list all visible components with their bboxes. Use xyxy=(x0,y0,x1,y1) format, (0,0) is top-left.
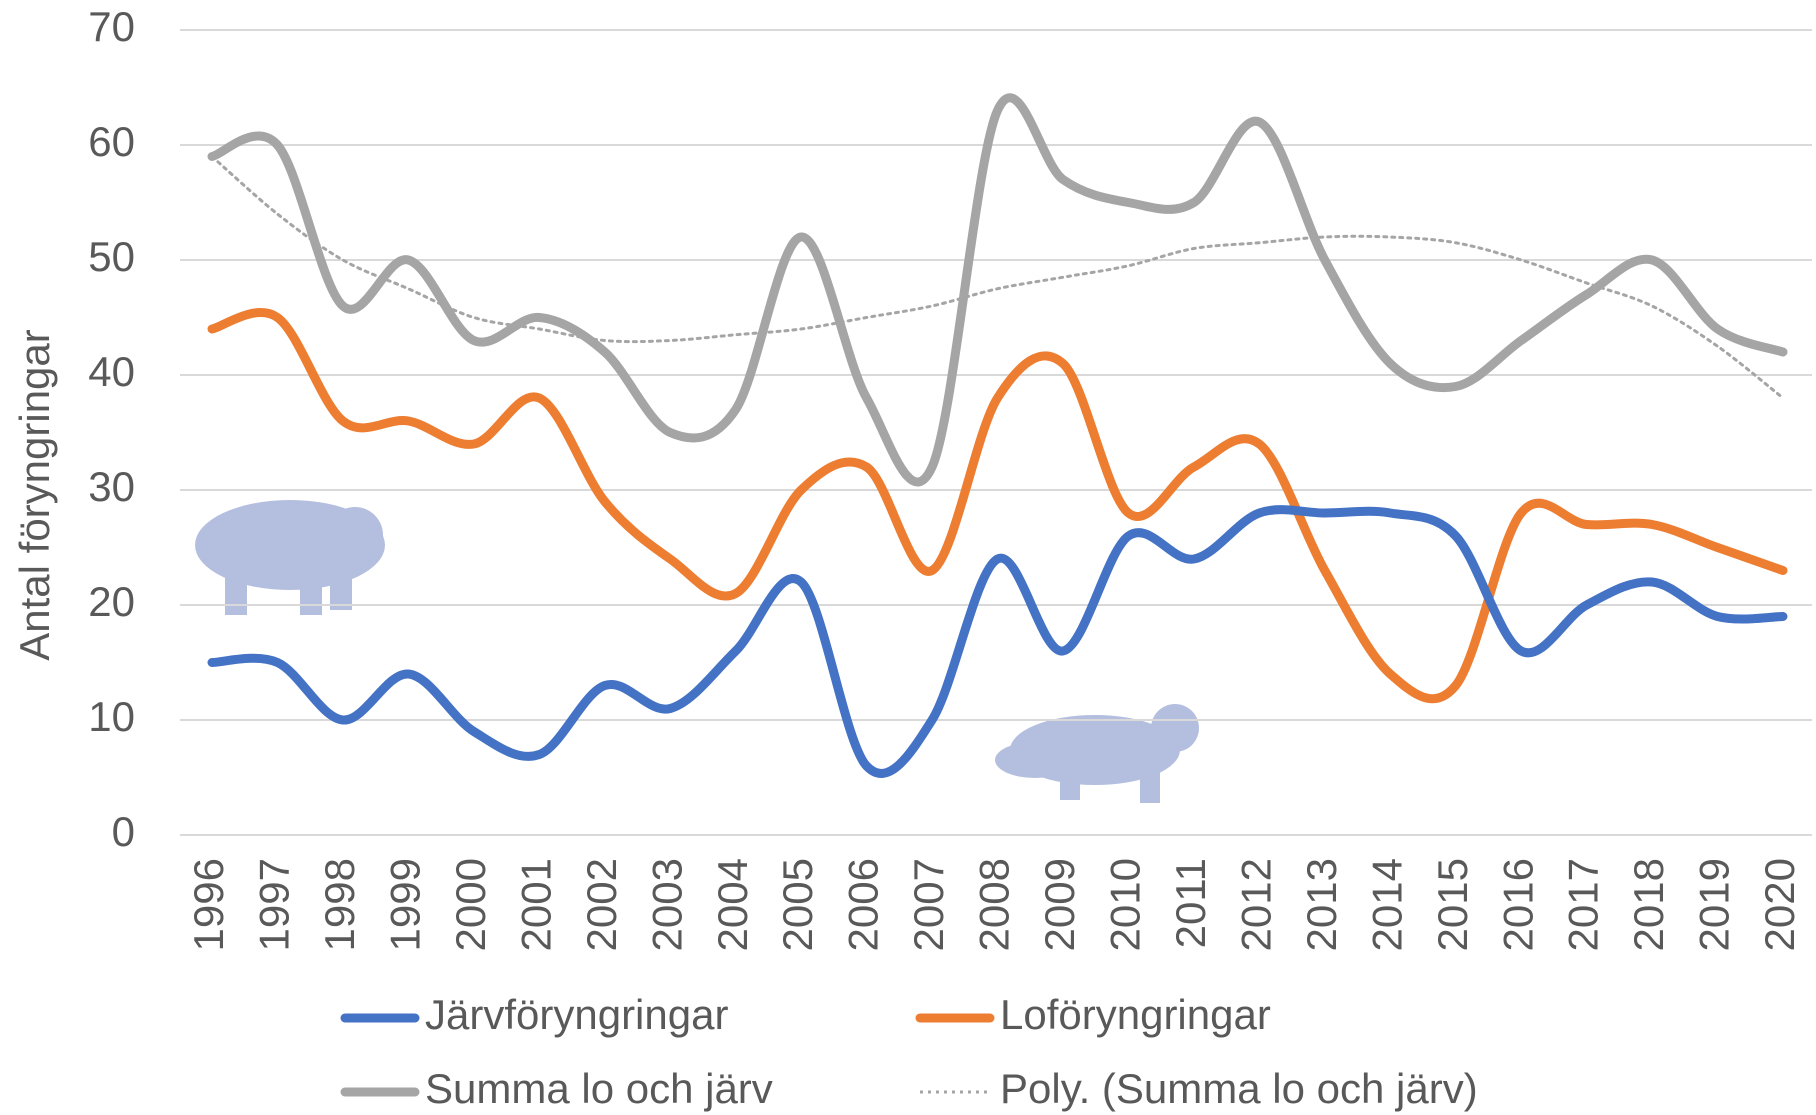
x-tick-label: 2015 xyxy=(1429,858,1476,951)
legend-label: Loföryngringar xyxy=(1000,991,1271,1038)
series-line xyxy=(207,308,1788,704)
y-tick-label: 10 xyxy=(88,693,135,740)
x-tick-label: 2009 xyxy=(1036,858,1083,951)
x-tick-label: 1998 xyxy=(316,858,363,951)
x-tick-label: 2001 xyxy=(512,858,559,951)
x-tick-label: 1997 xyxy=(251,858,298,951)
legend-label: Järvföryngringar xyxy=(425,991,728,1038)
x-tick-label: 2014 xyxy=(1363,858,1410,951)
x-tick-label: 2018 xyxy=(1625,858,1672,951)
x-tick-label: 2005 xyxy=(774,858,821,951)
x-tick-label: 2016 xyxy=(1494,858,1541,951)
series-line xyxy=(210,155,1785,400)
y-tick-label: 70 xyxy=(88,3,135,50)
x-tick-label: 2013 xyxy=(1298,858,1345,951)
x-tick-label: 2003 xyxy=(643,858,690,951)
y-tick-label: 60 xyxy=(88,118,135,165)
x-tick-label: 2012 xyxy=(1232,858,1279,951)
x-tick-label: 2000 xyxy=(447,858,494,951)
x-tick-label: 2002 xyxy=(578,858,625,951)
legend-label: Summa lo och järv xyxy=(425,1065,773,1112)
x-tick-label: 2008 xyxy=(971,858,1018,951)
wolverine-icon xyxy=(995,704,1199,803)
series-line xyxy=(207,93,1788,487)
x-tick-label: 2020 xyxy=(1756,858,1803,951)
x-tick-label: 2004 xyxy=(709,858,756,951)
x-tick-label: 1999 xyxy=(381,858,428,951)
lynx-icon xyxy=(195,500,385,615)
x-tick-label: 2017 xyxy=(1560,858,1607,951)
series-line xyxy=(207,505,1788,778)
x-tick-label: 2006 xyxy=(840,858,887,951)
x-tick-label: 2019 xyxy=(1691,858,1738,951)
x-tick-label: 2007 xyxy=(905,858,952,951)
y-tick-label: 40 xyxy=(88,348,135,395)
y-tick-label: 20 xyxy=(88,578,135,625)
legend-label: Poly. (Summa lo och järv) xyxy=(1000,1065,1478,1112)
x-tick-label: 1996 xyxy=(185,858,232,951)
x-tick-label: 2011 xyxy=(1167,858,1214,948)
x-tick-label: 2010 xyxy=(1102,858,1149,951)
y-axis-label: Antal föryngringar xyxy=(11,329,58,661)
y-tick-label: 30 xyxy=(88,463,135,510)
y-tick-label: 50 xyxy=(88,233,135,280)
y-tick-label: 0 xyxy=(112,808,135,855)
